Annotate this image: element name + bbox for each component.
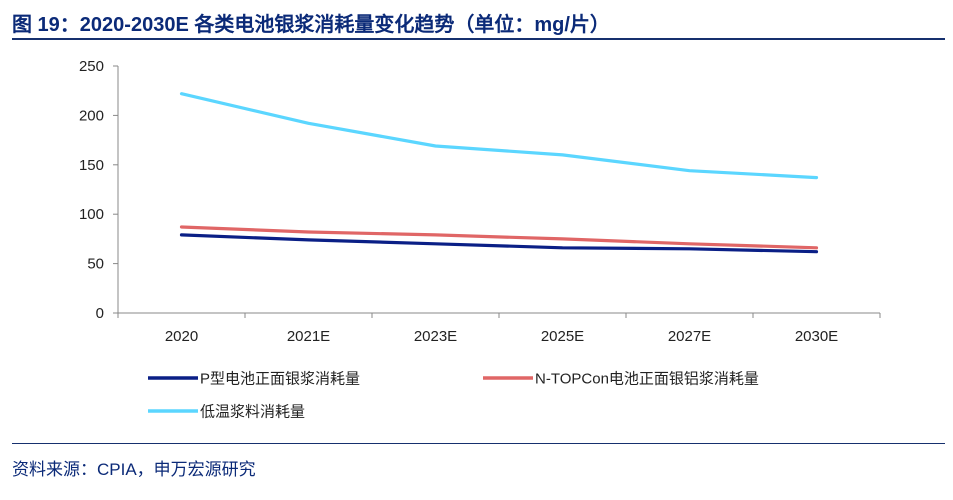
y-tick-label: 150 <box>79 157 104 174</box>
x-tick-label: 2030E <box>795 328 838 345</box>
y-tick-label: 0 <box>96 305 104 322</box>
title-divider <box>12 38 945 40</box>
x-tick-label: 2023E <box>414 328 457 345</box>
series-line-1 <box>179 233 819 254</box>
chart-title: 图 19：2020-2030E 各类电池银浆消耗量变化趋势（单位：mg/片） <box>12 14 610 36</box>
legend-label-3: 低温浆料消耗量 <box>200 403 305 421</box>
chart-series <box>179 92 819 254</box>
x-tick-label: 2020 <box>165 328 198 345</box>
y-tick-label: 200 <box>79 107 104 124</box>
footer-divider <box>12 443 945 444</box>
series-line-3 <box>179 92 819 180</box>
y-tick-label: 100 <box>79 206 104 223</box>
x-tick-label: 2027E <box>668 328 711 345</box>
y-tick-label: 50 <box>87 256 104 273</box>
chart-axes: 0 50 100 150 200 250 2020 2021E 2023E 2025E 2027E 2… <box>79 58 881 345</box>
legend-label-1: P型电池正面银浆消耗量 <box>200 370 360 388</box>
source-note: 资料来源：CPIA，申万宏源研究 <box>12 460 256 479</box>
y-tick-label: 250 <box>79 58 104 75</box>
x-tick-label: 2021E <box>287 328 330 345</box>
series-line-2 <box>179 225 819 250</box>
x-tick-label: 2025E <box>541 328 584 345</box>
line-chart: 0 50 100 150 200 250 2020 2021E 2023E 2025E 2027E 2… <box>79 58 881 421</box>
legend-label-2: N-TOPCon电池正面银铝浆消耗量 <box>535 370 759 388</box>
